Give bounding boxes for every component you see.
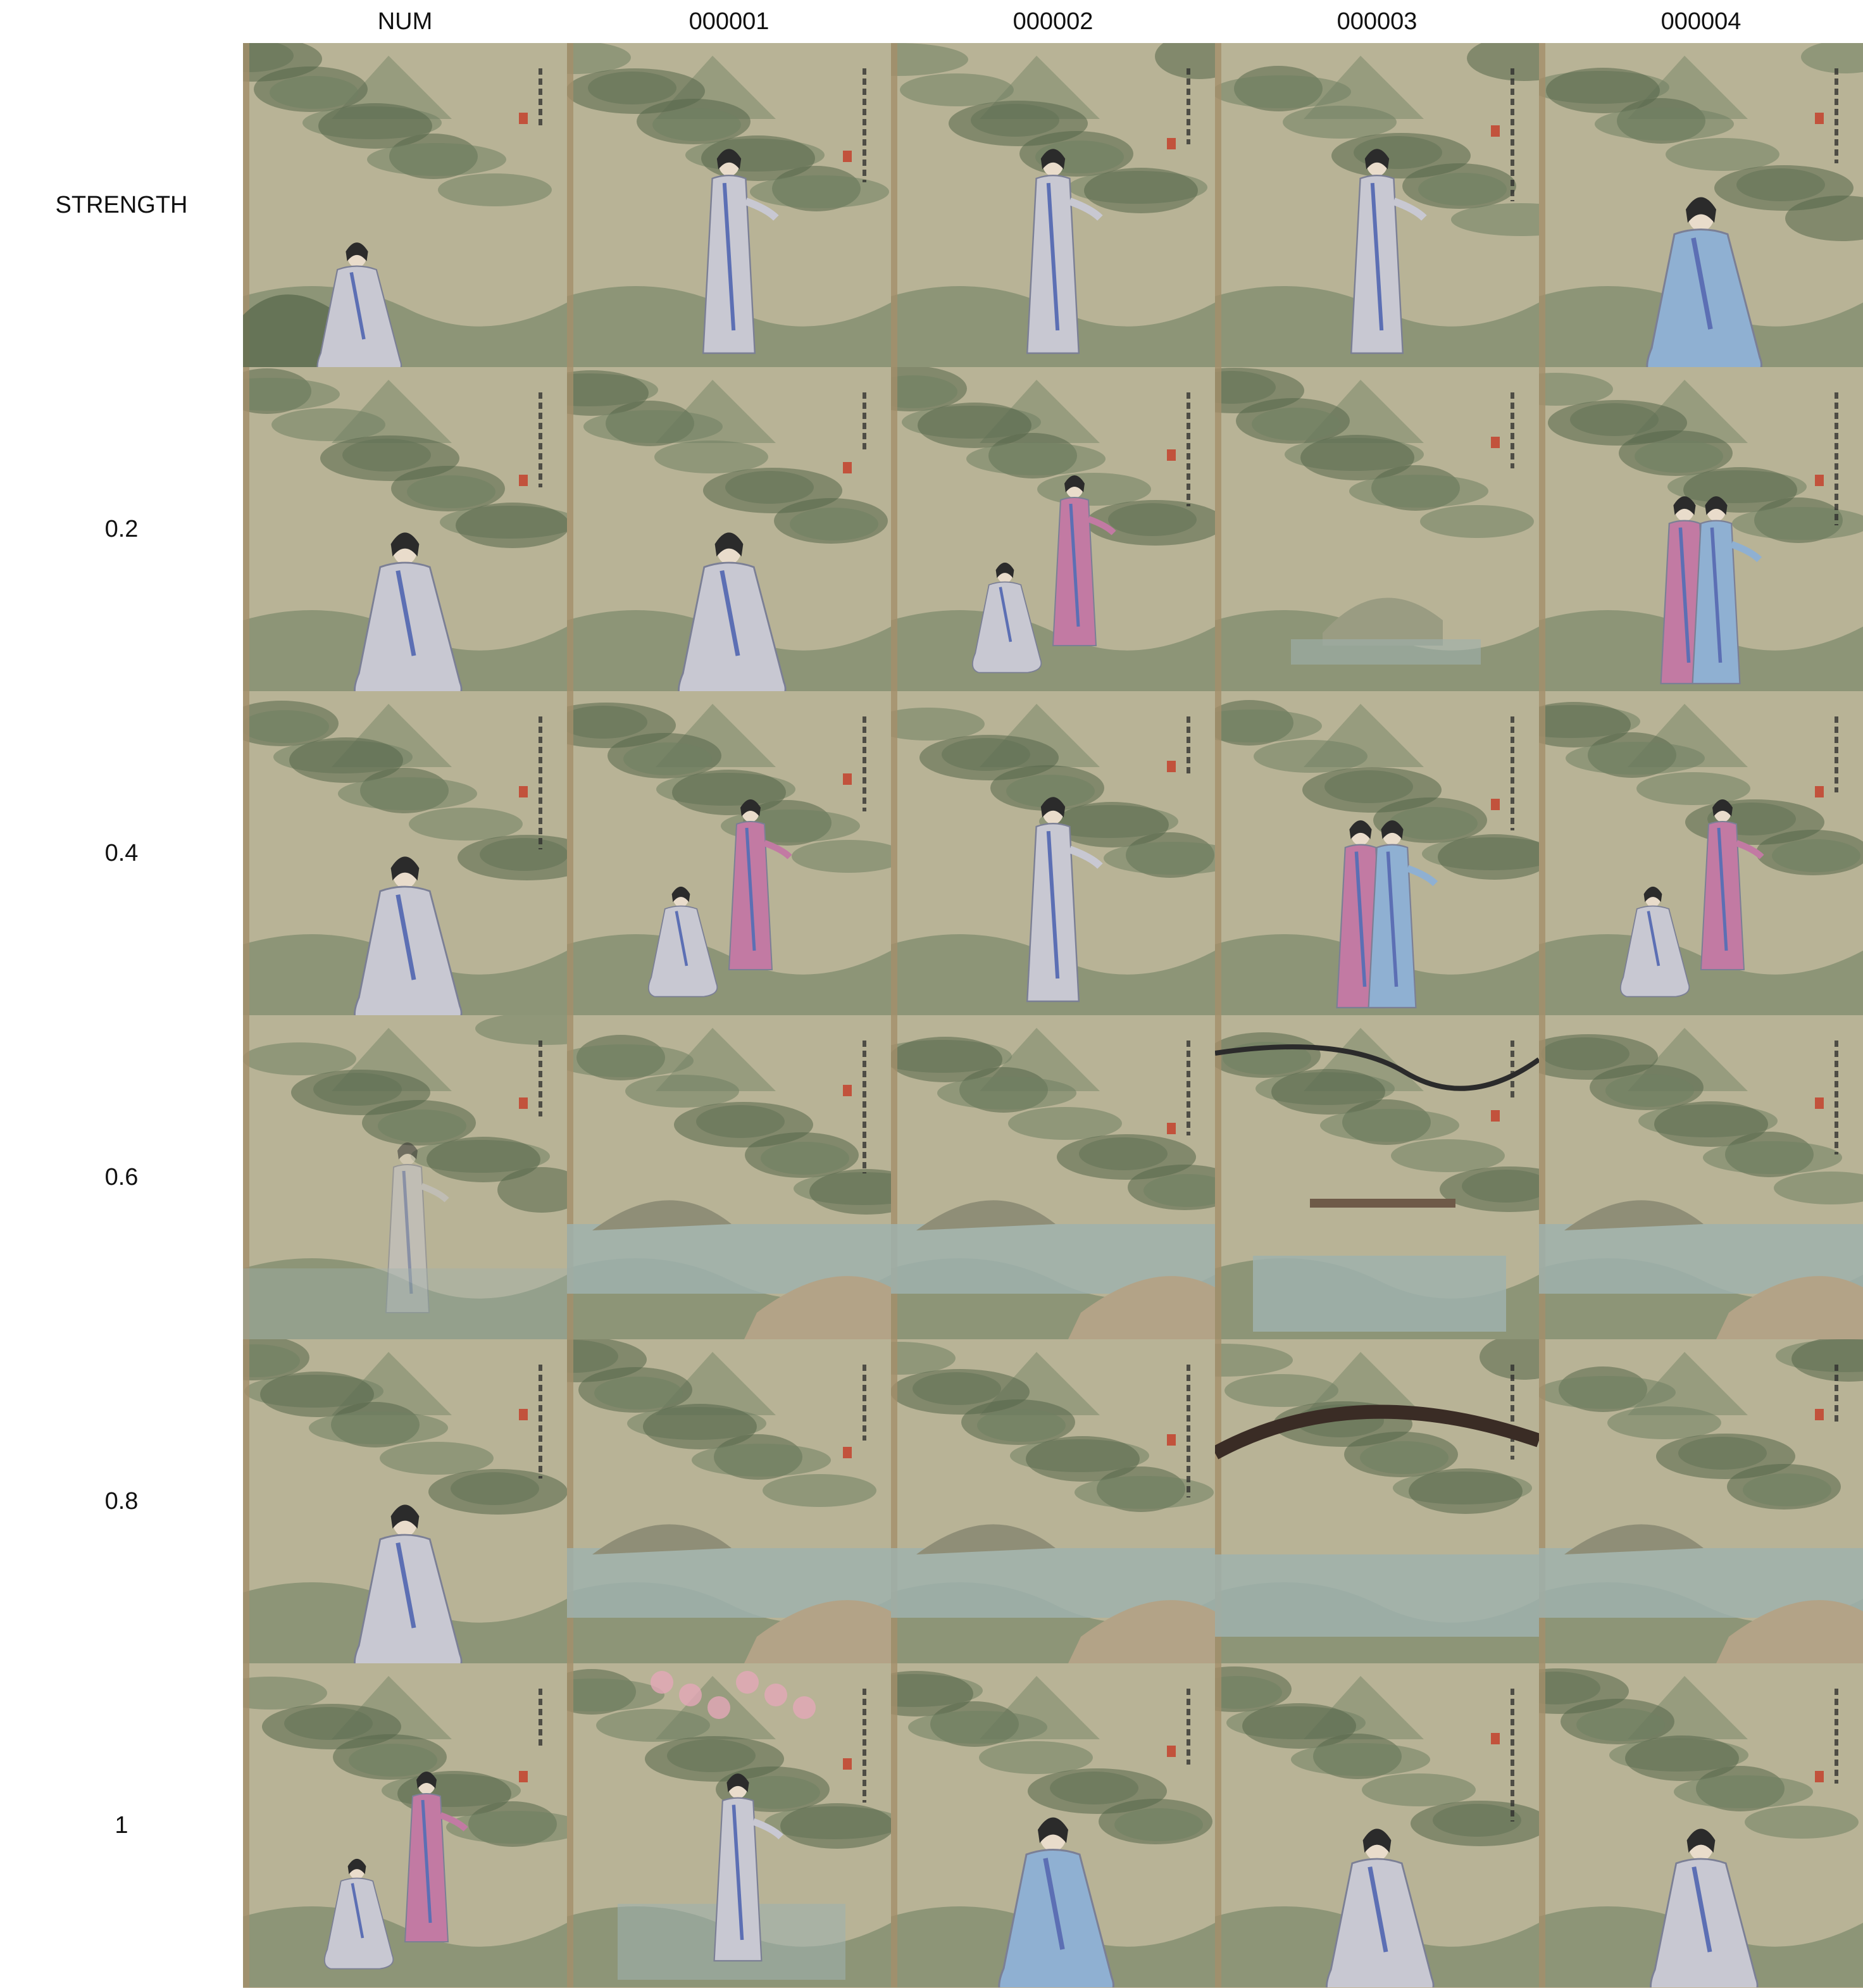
thumbnail-image (1539, 367, 1863, 691)
thumbnail-image (1539, 1663, 1863, 1987)
thumbnail-image (1215, 43, 1539, 367)
thumbnail-image (567, 43, 891, 367)
thumbnail-image (891, 1339, 1215, 1663)
row-header-0-2: 0.2 (104, 515, 139, 542)
thumbnail-image (567, 1663, 891, 1987)
thumbnail-image (243, 691, 567, 1015)
thumbnail-image (243, 1339, 567, 1663)
column-header-num: NUM (377, 8, 433, 35)
thumbnail-image (1539, 1015, 1863, 1339)
column-header-000004: 000004 (1660, 8, 1742, 35)
thumbnail-image (243, 367, 567, 691)
thumbnail-image (243, 43, 567, 367)
thumbnail-image (1539, 43, 1863, 367)
thumbnail-image (891, 691, 1215, 1015)
image-grid (243, 43, 1863, 1988)
column-header-000001: 000001 (688, 8, 770, 35)
row-header-0-6: 0.6 (104, 1163, 139, 1191)
thumbnail-image (567, 1339, 891, 1663)
row-header-strength: STRENGTH (55, 191, 188, 218)
row-header-0-4: 0.4 (104, 839, 139, 866)
thumbnail-image (1215, 1339, 1539, 1663)
row-header-0-8: 0.8 (104, 1487, 139, 1515)
thumbnail-image (1539, 1339, 1863, 1663)
thumbnail-image (1539, 691, 1863, 1015)
thumbnail-image (1215, 367, 1539, 691)
column-header-000003: 000003 (1336, 8, 1418, 35)
thumbnail-image (891, 367, 1215, 691)
thumbnail-image (567, 367, 891, 691)
thumbnail-image (891, 1663, 1215, 1987)
thumbnail-image (243, 1015, 567, 1339)
thumbnail-image (567, 1015, 891, 1339)
thumbnail-image (891, 43, 1215, 367)
thumbnail-image (1215, 1015, 1539, 1339)
thumbnail-image (567, 691, 891, 1015)
thumbnail-image (1215, 691, 1539, 1015)
thumbnail-image (891, 1015, 1215, 1339)
thumbnail-image (1215, 1663, 1539, 1987)
row-header-1: 1 (115, 1812, 128, 1839)
thumbnail-image (243, 1663, 567, 1987)
column-header-000002: 000002 (1012, 8, 1094, 35)
